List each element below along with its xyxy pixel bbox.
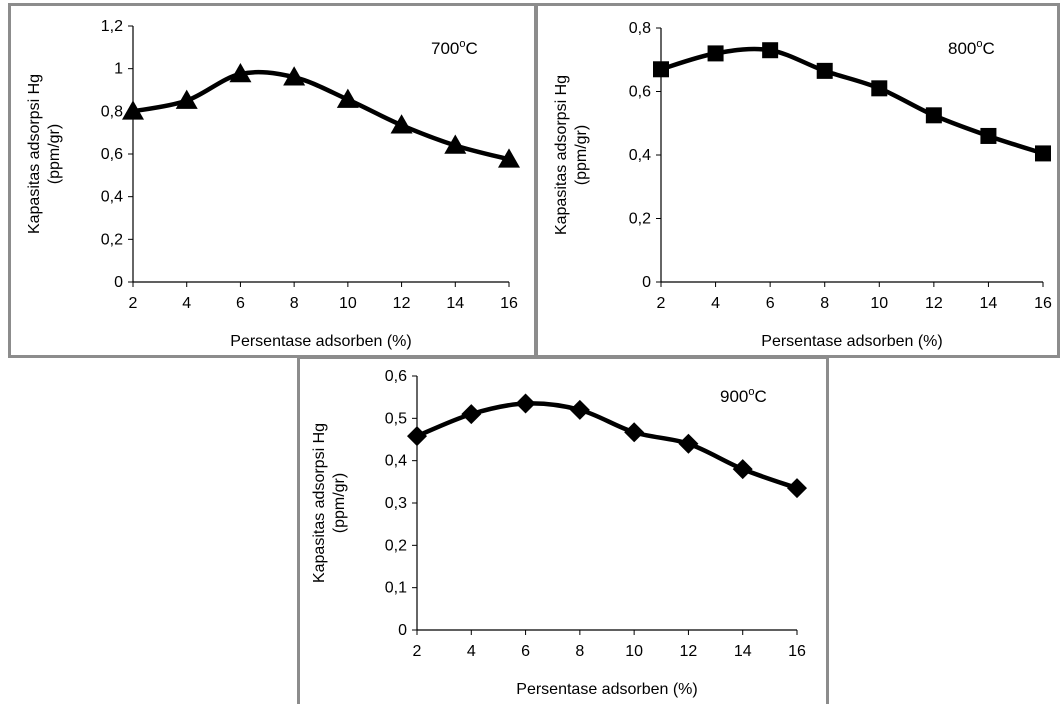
x-tick-label: 4 (182, 295, 191, 312)
data-point-square (871, 80, 888, 97)
annotation-unit: C (466, 39, 478, 58)
y-axis-label: Kapasitas adsorpsi Hg (311, 423, 328, 583)
annotation-unit: C (755, 387, 767, 406)
x-tick-label: 2 (413, 643, 422, 660)
y-tick-label: 0,4 (101, 189, 123, 206)
y-tick-label: 0 (114, 274, 123, 291)
x-tick-label: 8 (820, 295, 829, 312)
x-tick-label: 12 (680, 643, 698, 660)
data-point-triangle (444, 134, 467, 154)
y-tick-label: 0 (398, 622, 407, 639)
y-axis-label-unit: (ppm/gr) (573, 125, 590, 185)
temperature-annotation: 900oC (720, 386, 767, 406)
x-tick-label: 16 (788, 643, 806, 660)
chart-panel-800: 0 0,2 0,4 0,6 0,8 2 4 6 8 10 12 14 16 Persentase adso… (535, 3, 1060, 358)
x-tick-label: 16 (1034, 295, 1052, 312)
data-point-square (925, 107, 942, 124)
x-axis-label: Persentase adsorben (%) (516, 681, 697, 698)
x-tick-label: 2 (657, 295, 666, 312)
y-tick-label: 0,2 (101, 231, 123, 248)
y-tick-label: 1,2 (101, 18, 123, 35)
y-axis-label: Kapasitas adsorpsi Hg (26, 74, 43, 234)
chart-700: 0 0,2 0,4 0,6 0,8 1 1,2 2 4 6 8 10 12 14 16 Persentase … (26, 18, 520, 350)
y-tick-label: 0,6 (629, 84, 651, 101)
x-tick-label: 4 (711, 295, 720, 312)
y-axis-label: Kapasitas adsorpsi Hg (553, 75, 570, 235)
y-tick-label: 0,4 (629, 147, 651, 164)
data-point-triangle (122, 100, 144, 120)
y-tick-label: 0,5 (385, 410, 407, 427)
data-point-diamond (787, 478, 807, 499)
annotation-value: 700 (431, 39, 459, 58)
x-tick-label: 14 (980, 295, 998, 312)
data-point-square (707, 45, 724, 62)
data-point-triangle (229, 63, 252, 83)
y-tick-label: 0,8 (629, 20, 651, 37)
annotation-unit: C (983, 39, 995, 58)
annotation-value: 800 (948, 39, 976, 58)
y-tick-label: 0,6 (101, 146, 123, 163)
x-tick-label: 12 (393, 295, 411, 312)
temperature-annotation: 800oC (948, 38, 995, 58)
chart-panel-900: 0 0,1 0,2 0,3 0,4 0,5 0,6 2 4 6 8 10 12 14 16 Persentas… (297, 356, 829, 704)
degree-symbol: o (976, 38, 982, 50)
data-point-triangle (336, 88, 359, 108)
x-tick-label: 10 (339, 295, 357, 312)
y-tick-label: 0 (642, 274, 651, 291)
temperature-annotation: 700oC (431, 38, 478, 58)
chart-800: 0 0,2 0,4 0,6 0,8 2 4 6 8 10 12 14 16 Persentase adso… (553, 20, 1052, 350)
chart-panel-700: 0 0,2 0,4 0,6 0,8 1 1,2 2 4 6 8 10 12 14 16 Persentase … (8, 3, 537, 358)
x-tick-label: 6 (766, 295, 775, 312)
x-tick-label: 14 (734, 643, 752, 660)
data-point-square (980, 127, 997, 144)
data-point-diamond (515, 393, 536, 414)
data-point-square (762, 42, 779, 59)
data-point-square (653, 61, 669, 78)
y-tick-label: 0,4 (385, 453, 407, 470)
data-point-diamond (732, 459, 753, 480)
y-tick-label: 0,6 (385, 368, 407, 385)
x-tick-label: 16 (500, 295, 518, 312)
x-tick-label: 6 (521, 643, 530, 660)
chart-900: 0 0,1 0,2 0,3 0,4 0,5 0,6 2 4 6 8 10 12 14 16 Persentas… (311, 368, 807, 698)
y-tick-label: 0,2 (385, 537, 407, 554)
x-tick-label: 10 (870, 295, 888, 312)
data-point-square (816, 62, 833, 79)
y-tick-label: 0,3 (385, 495, 407, 512)
data-point-triangle (175, 89, 198, 109)
x-tick-label: 12 (925, 295, 943, 312)
degree-symbol: o (748, 386, 754, 398)
y-tick-label: 0,8 (101, 103, 123, 120)
y-axis-label-unit: (ppm/gr) (331, 473, 348, 533)
annotation-value: 900 (720, 387, 748, 406)
data-point-triangle (498, 148, 520, 168)
x-axis-label: Persentase adsorben (%) (230, 333, 411, 350)
x-tick-label: 14 (446, 295, 464, 312)
data-point-square (1035, 145, 1051, 162)
x-axis-label: Persentase adsorben (%) (761, 333, 942, 350)
x-tick-label: 2 (129, 295, 138, 312)
data-point-diamond (569, 399, 590, 420)
x-tick-label: 8 (575, 643, 584, 660)
x-tick-label: 4 (467, 643, 476, 660)
data-point-diamond (624, 422, 645, 443)
y-tick-label: 0,2 (629, 211, 651, 228)
x-tick-label: 10 (625, 643, 643, 660)
y-tick-label: 1 (114, 61, 123, 78)
y-tick-label: 0,1 (385, 580, 407, 597)
x-tick-label: 8 (290, 295, 299, 312)
data-point-diamond (407, 426, 427, 447)
x-tick-label: 6 (236, 295, 245, 312)
y-axis-label-unit: (ppm/gr) (46, 124, 63, 184)
data-point-diamond (461, 404, 482, 425)
data-point-diamond (678, 433, 699, 454)
degree-symbol: o (459, 38, 465, 50)
data-point-triangle (283, 66, 306, 86)
data-point-triangle (390, 114, 413, 134)
